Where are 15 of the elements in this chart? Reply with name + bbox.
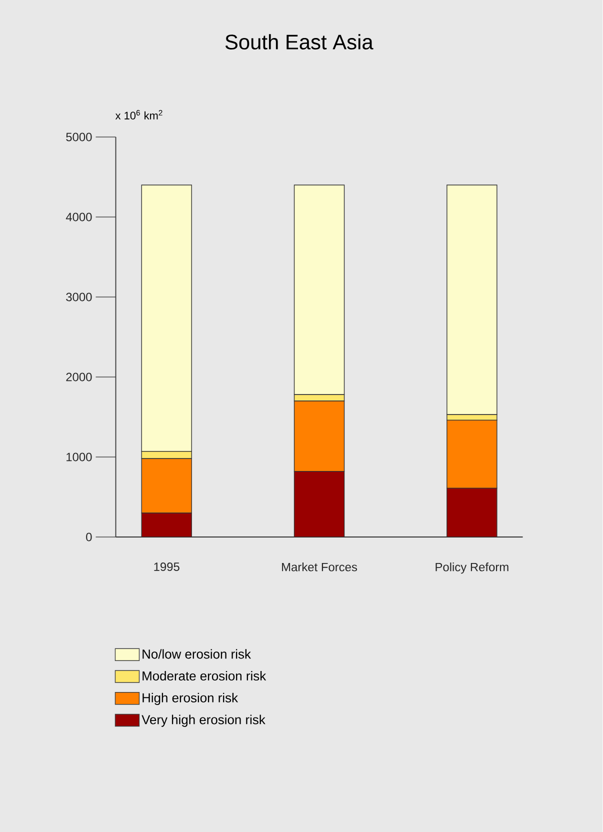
y-tick-label: 0 (86, 532, 92, 542)
legend-label: No/low erosion risk (142, 649, 252, 659)
x-tick-label: Policy Reform (436, 562, 508, 574)
y-tick-label: 2000 (66, 372, 92, 382)
x-tick-label: Market Forces (282, 562, 358, 572)
y-tick-label: 4000 (66, 212, 92, 222)
x-tick-label: 1995 (154, 562, 180, 571)
y-tick-label: 1000 (66, 452, 92, 462)
y-tick-label: 3000 (66, 292, 92, 302)
legend-label: High erosion risk (142, 692, 238, 705)
y-tick-label: 5000 (66, 132, 92, 142)
legend-label: Moderate erosion risk (142, 671, 266, 681)
legend-label: Very high erosion risk (142, 714, 266, 727)
y-axis-title: x 10$^{6}$ km$^{2}$ (116, 110, 162, 120)
chart-title: South East Asia (226, 34, 374, 50)
